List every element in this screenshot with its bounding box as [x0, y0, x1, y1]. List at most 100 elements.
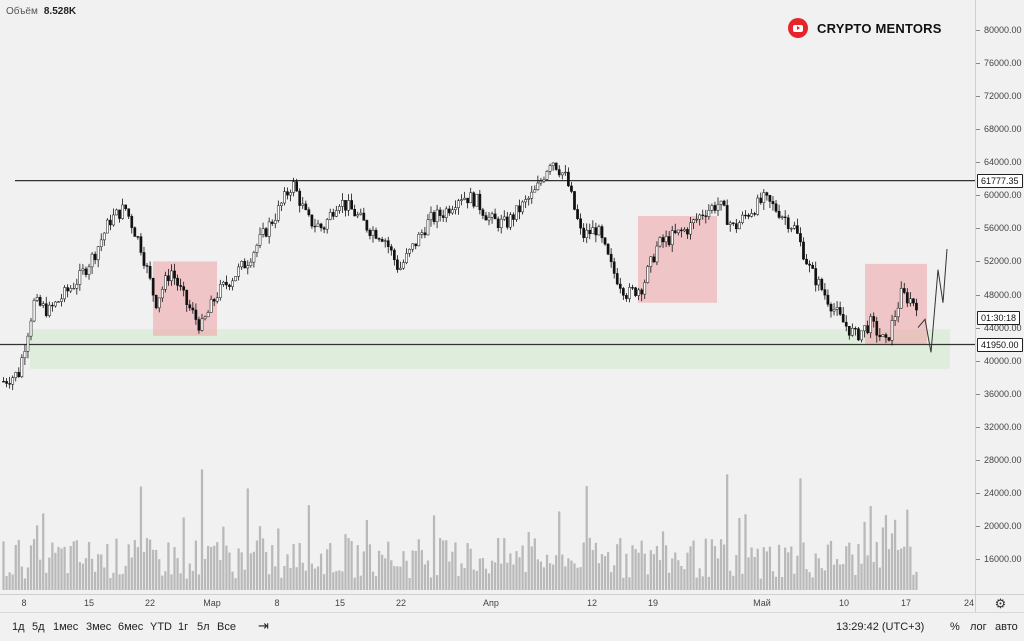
timeframe-button[interactable]: 3мес — [86, 621, 112, 633]
volume-bar — [912, 574, 915, 590]
time-axis[interactable]: 8 15 22 Мар 8 15 22 Апр 12 19 Май 10 17 24 — [0, 594, 975, 613]
volume-bar — [582, 542, 585, 590]
price-axis[interactable]: 80000.00 76000.00 72000.00 68000.00 64000.00… — [975, 0, 1024, 594]
candle-body — [658, 237, 662, 247]
candle-body — [902, 288, 906, 293]
watermark-text: CRYPTO MENTORS — [817, 20, 942, 36]
candle-body — [47, 304, 51, 316]
price-tick: 76000.00 — [976, 58, 1022, 69]
price-chart[interactable] — [0, 0, 975, 594]
log-toggle[interactable]: лог — [970, 621, 987, 633]
volume-bar — [808, 572, 811, 590]
volume-bar — [335, 571, 338, 590]
candle-body — [267, 221, 271, 237]
volume-bar — [826, 544, 830, 590]
timeframe-button[interactable]: 1мес — [53, 621, 79, 633]
candle-body — [322, 227, 326, 230]
volume-bar — [683, 569, 686, 590]
candle-body — [209, 299, 213, 313]
volume-bar — [48, 557, 51, 590]
volume-bar — [127, 544, 130, 590]
candle-body — [487, 216, 491, 221]
candle-body — [414, 243, 418, 247]
candle-body — [527, 198, 531, 200]
volume-bar — [203, 558, 207, 590]
candle-body — [289, 192, 292, 196]
candle-body — [170, 270, 173, 282]
volume-bar — [793, 573, 796, 590]
volume-bar — [78, 562, 81, 590]
volume-bar — [210, 546, 213, 590]
volume-bar — [234, 578, 237, 590]
candle-body — [786, 217, 790, 229]
price-tick: 28000.00 — [976, 454, 1022, 465]
timeframe-button[interactable]: 6мес — [118, 621, 144, 633]
timeframe-button[interactable]: YTD — [150, 621, 172, 633]
volume-bar — [54, 552, 57, 590]
volume-bar — [399, 566, 402, 590]
goto-date-icon[interactable]: ⇥ — [258, 618, 269, 633]
volume-bar — [161, 575, 164, 590]
candle-body — [368, 229, 372, 236]
volume-bar — [790, 546, 793, 590]
candle-body — [280, 202, 283, 207]
volume-bar — [271, 545, 274, 590]
volume-bar — [20, 566, 23, 590]
volume-bar — [897, 550, 900, 590]
candle-body — [896, 307, 900, 318]
time-tick: Мар — [203, 598, 221, 608]
volume-bar — [753, 557, 756, 590]
candle-body — [286, 191, 289, 196]
gear-icon[interactable]: ⚙ — [975, 594, 1024, 613]
chart-area[interactable]: Объём 8.528K CRYPTO MENTORS — [0, 0, 975, 594]
volume-bar — [784, 547, 787, 590]
volume-bar — [81, 563, 85, 590]
candle-body — [35, 297, 39, 301]
candle-body — [759, 197, 763, 203]
volume-bar — [301, 562, 304, 590]
volume-bar — [475, 570, 478, 590]
volume-bar — [765, 551, 768, 590]
volume-bar — [213, 545, 216, 590]
candle-body — [844, 321, 848, 327]
volume-bar — [179, 573, 182, 590]
candle-body — [499, 218, 503, 228]
candle-body — [554, 162, 558, 170]
candle-body — [411, 243, 415, 250]
candle-body — [707, 210, 711, 217]
volume-bar — [909, 546, 912, 590]
candle-body — [383, 240, 387, 242]
volume-bar — [5, 575, 8, 590]
price-tick: 20000.00 — [976, 521, 1022, 532]
candle-body — [799, 233, 802, 243]
candle-body — [133, 227, 137, 237]
volume-bar — [668, 572, 671, 590]
volume-bar — [839, 564, 842, 590]
auto-toggle[interactable]: авто — [995, 621, 1018, 633]
volume-bar — [622, 577, 625, 590]
candle-body — [408, 248, 411, 254]
volume-bar — [576, 567, 579, 590]
volume-bar — [219, 559, 222, 590]
timeframe-button[interactable]: 5д — [32, 621, 45, 633]
candle-body — [105, 219, 109, 234]
volume-bar — [109, 577, 112, 590]
timeframe-button[interactable]: 5л — [197, 621, 210, 633]
volume-bar — [420, 550, 423, 590]
timeframe-button[interactable]: 1д — [12, 621, 25, 633]
volume-bar — [863, 521, 866, 590]
clock[interactable]: 13:29:42 (UTC+3) — [836, 621, 925, 633]
candle-body — [81, 268, 85, 271]
timeframe-button[interactable]: 1г — [178, 621, 189, 633]
candle-body — [157, 297, 161, 309]
volume-bar — [164, 571, 167, 590]
candle-body — [805, 258, 808, 265]
candle-body — [905, 292, 909, 304]
candle-body — [420, 232, 424, 235]
candle-body — [609, 253, 613, 263]
timeframe-button[interactable]: Все — [217, 621, 236, 633]
volume-bar — [658, 560, 662, 590]
candle-body — [304, 203, 308, 210]
percent-toggle[interactable]: % — [950, 621, 960, 633]
candle-body — [835, 307, 839, 310]
